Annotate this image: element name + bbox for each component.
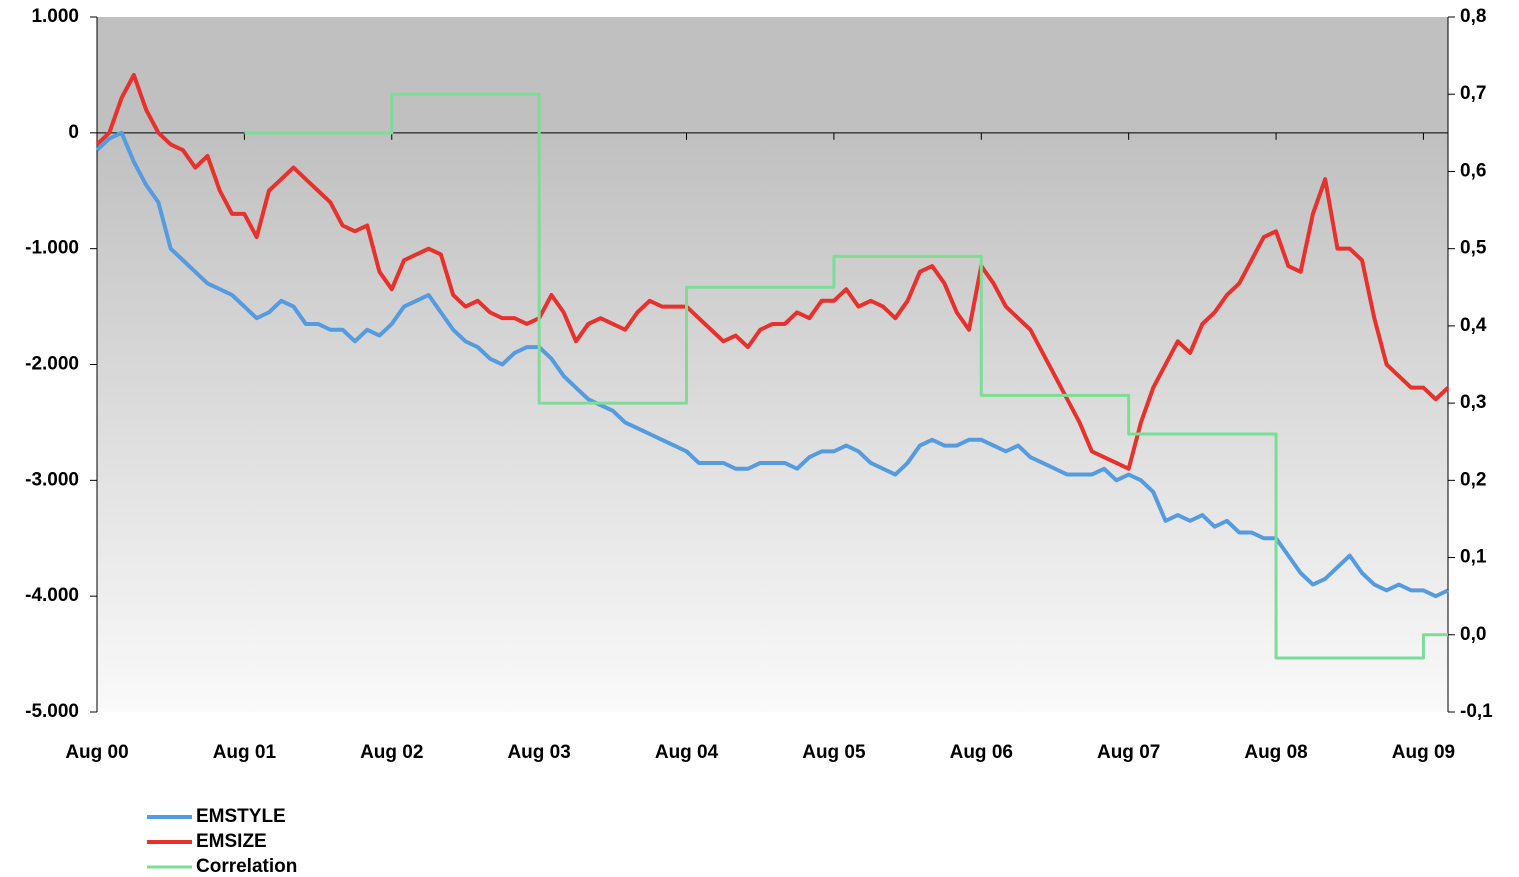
x-tick-label: Aug 05 xyxy=(802,742,866,763)
y-tick-label: 1.000 xyxy=(31,6,79,27)
y2-tick-label: 0,7 xyxy=(1460,83,1486,104)
plot-area xyxy=(97,17,1448,712)
y-tick-label: 0 xyxy=(68,122,79,143)
y-tick-label: -5.000 xyxy=(25,701,79,722)
x-tick-label: Aug 03 xyxy=(507,742,570,763)
legend-label: Correlation xyxy=(196,856,297,877)
x-tick-label: Aug 06 xyxy=(950,742,1013,763)
y-tick-label: -4.000 xyxy=(25,585,79,606)
series-line xyxy=(244,92,1448,660)
y-tick-label: -3.000 xyxy=(25,469,79,490)
x-tick-label: Aug 07 xyxy=(1097,742,1160,763)
x-tick-label: Aug 04 xyxy=(655,742,719,763)
y2-tick-label: 0,1 xyxy=(1460,547,1487,568)
series-line xyxy=(95,72,1450,471)
x-tick-label: Aug 01 xyxy=(213,742,277,763)
y2-tick-label: 0,0 xyxy=(1460,624,1486,645)
y2-tick-label: 0,8 xyxy=(1460,6,1486,27)
legend-label: EMSIZE xyxy=(196,831,267,852)
series-line xyxy=(95,130,1449,599)
y2-tick-label: 0,4 xyxy=(1460,315,1487,336)
y2-tick-label: 0,6 xyxy=(1460,160,1486,181)
x-tick-label: Aug 09 xyxy=(1392,742,1455,763)
y2-tick-label: 0,3 xyxy=(1460,392,1486,413)
y2-tick-label: 0,2 xyxy=(1460,469,1486,490)
y2-tick-label: -0,1 xyxy=(1460,701,1493,722)
legend-label: EMSTYLE xyxy=(196,806,286,827)
y-tick-label: -1.000 xyxy=(25,238,79,259)
y2-tick-label: 0,5 xyxy=(1460,238,1487,259)
x-tick-label: Aug 02 xyxy=(360,742,423,763)
y-tick-label: -2.000 xyxy=(25,354,79,375)
x-tick-label: Aug 00 xyxy=(65,742,128,763)
x-tick-label: Aug 08 xyxy=(1244,742,1307,763)
